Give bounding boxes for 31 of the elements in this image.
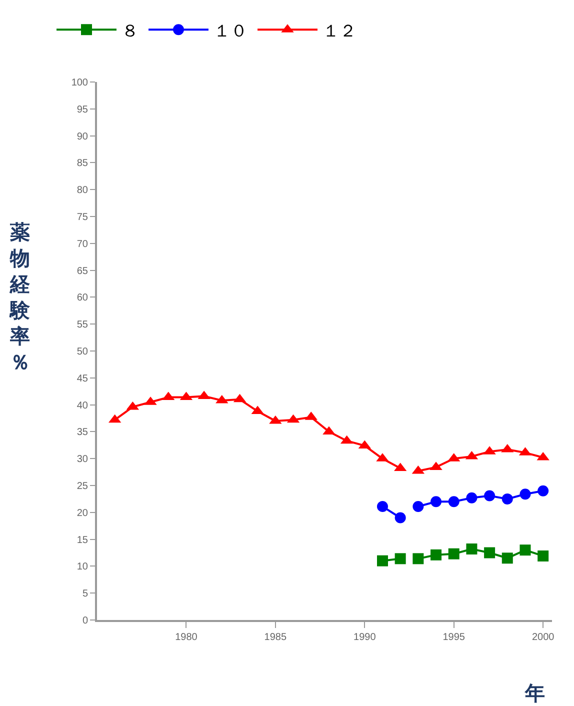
y-tick-label: 25	[76, 481, 88, 492]
y-tick-label: 20	[76, 508, 88, 519]
y-tick-label: 60	[76, 292, 88, 304]
legend-label: １０	[214, 21, 248, 42]
y-tick-label: 35	[76, 427, 88, 438]
legend-label: １２	[322, 21, 356, 42]
y-tick-label: 55	[76, 320, 88, 331]
y-tick-label: 30	[76, 454, 88, 466]
y-tick-label: 75	[76, 212, 88, 223]
x-tick-label: 1980	[175, 632, 198, 643]
y-axis-title: 薬物経験率％	[9, 220, 31, 374]
y-tick-label: 95	[76, 104, 88, 116]
y-tick-label: 50	[76, 346, 88, 358]
x-tick-label: 2000	[532, 632, 555, 643]
y-tick-label: 15	[76, 534, 88, 546]
y-tick-label: 80	[76, 185, 88, 196]
y-tick-label: 10	[76, 562, 88, 573]
y-tick-label: 100	[71, 78, 88, 88]
y-tick-label: 70	[76, 238, 88, 250]
y-tick-label: 40	[76, 400, 88, 412]
legend-label: ８	[122, 21, 138, 42]
y-tick-label: 85	[76, 158, 88, 170]
y-tick-label: 0	[82, 616, 88, 626]
y-tick-label: 5	[82, 588, 88, 600]
x-axis-title: 年	[524, 681, 545, 705]
x-tick-label: 1985	[264, 632, 287, 643]
x-tick-label: 1990	[354, 632, 376, 643]
x-tick-label: 1995	[442, 632, 466, 643]
y-tick-label: 65	[76, 266, 88, 277]
y-tick-label: 45	[76, 373, 88, 384]
y-tick-label: 90	[76, 131, 88, 142]
